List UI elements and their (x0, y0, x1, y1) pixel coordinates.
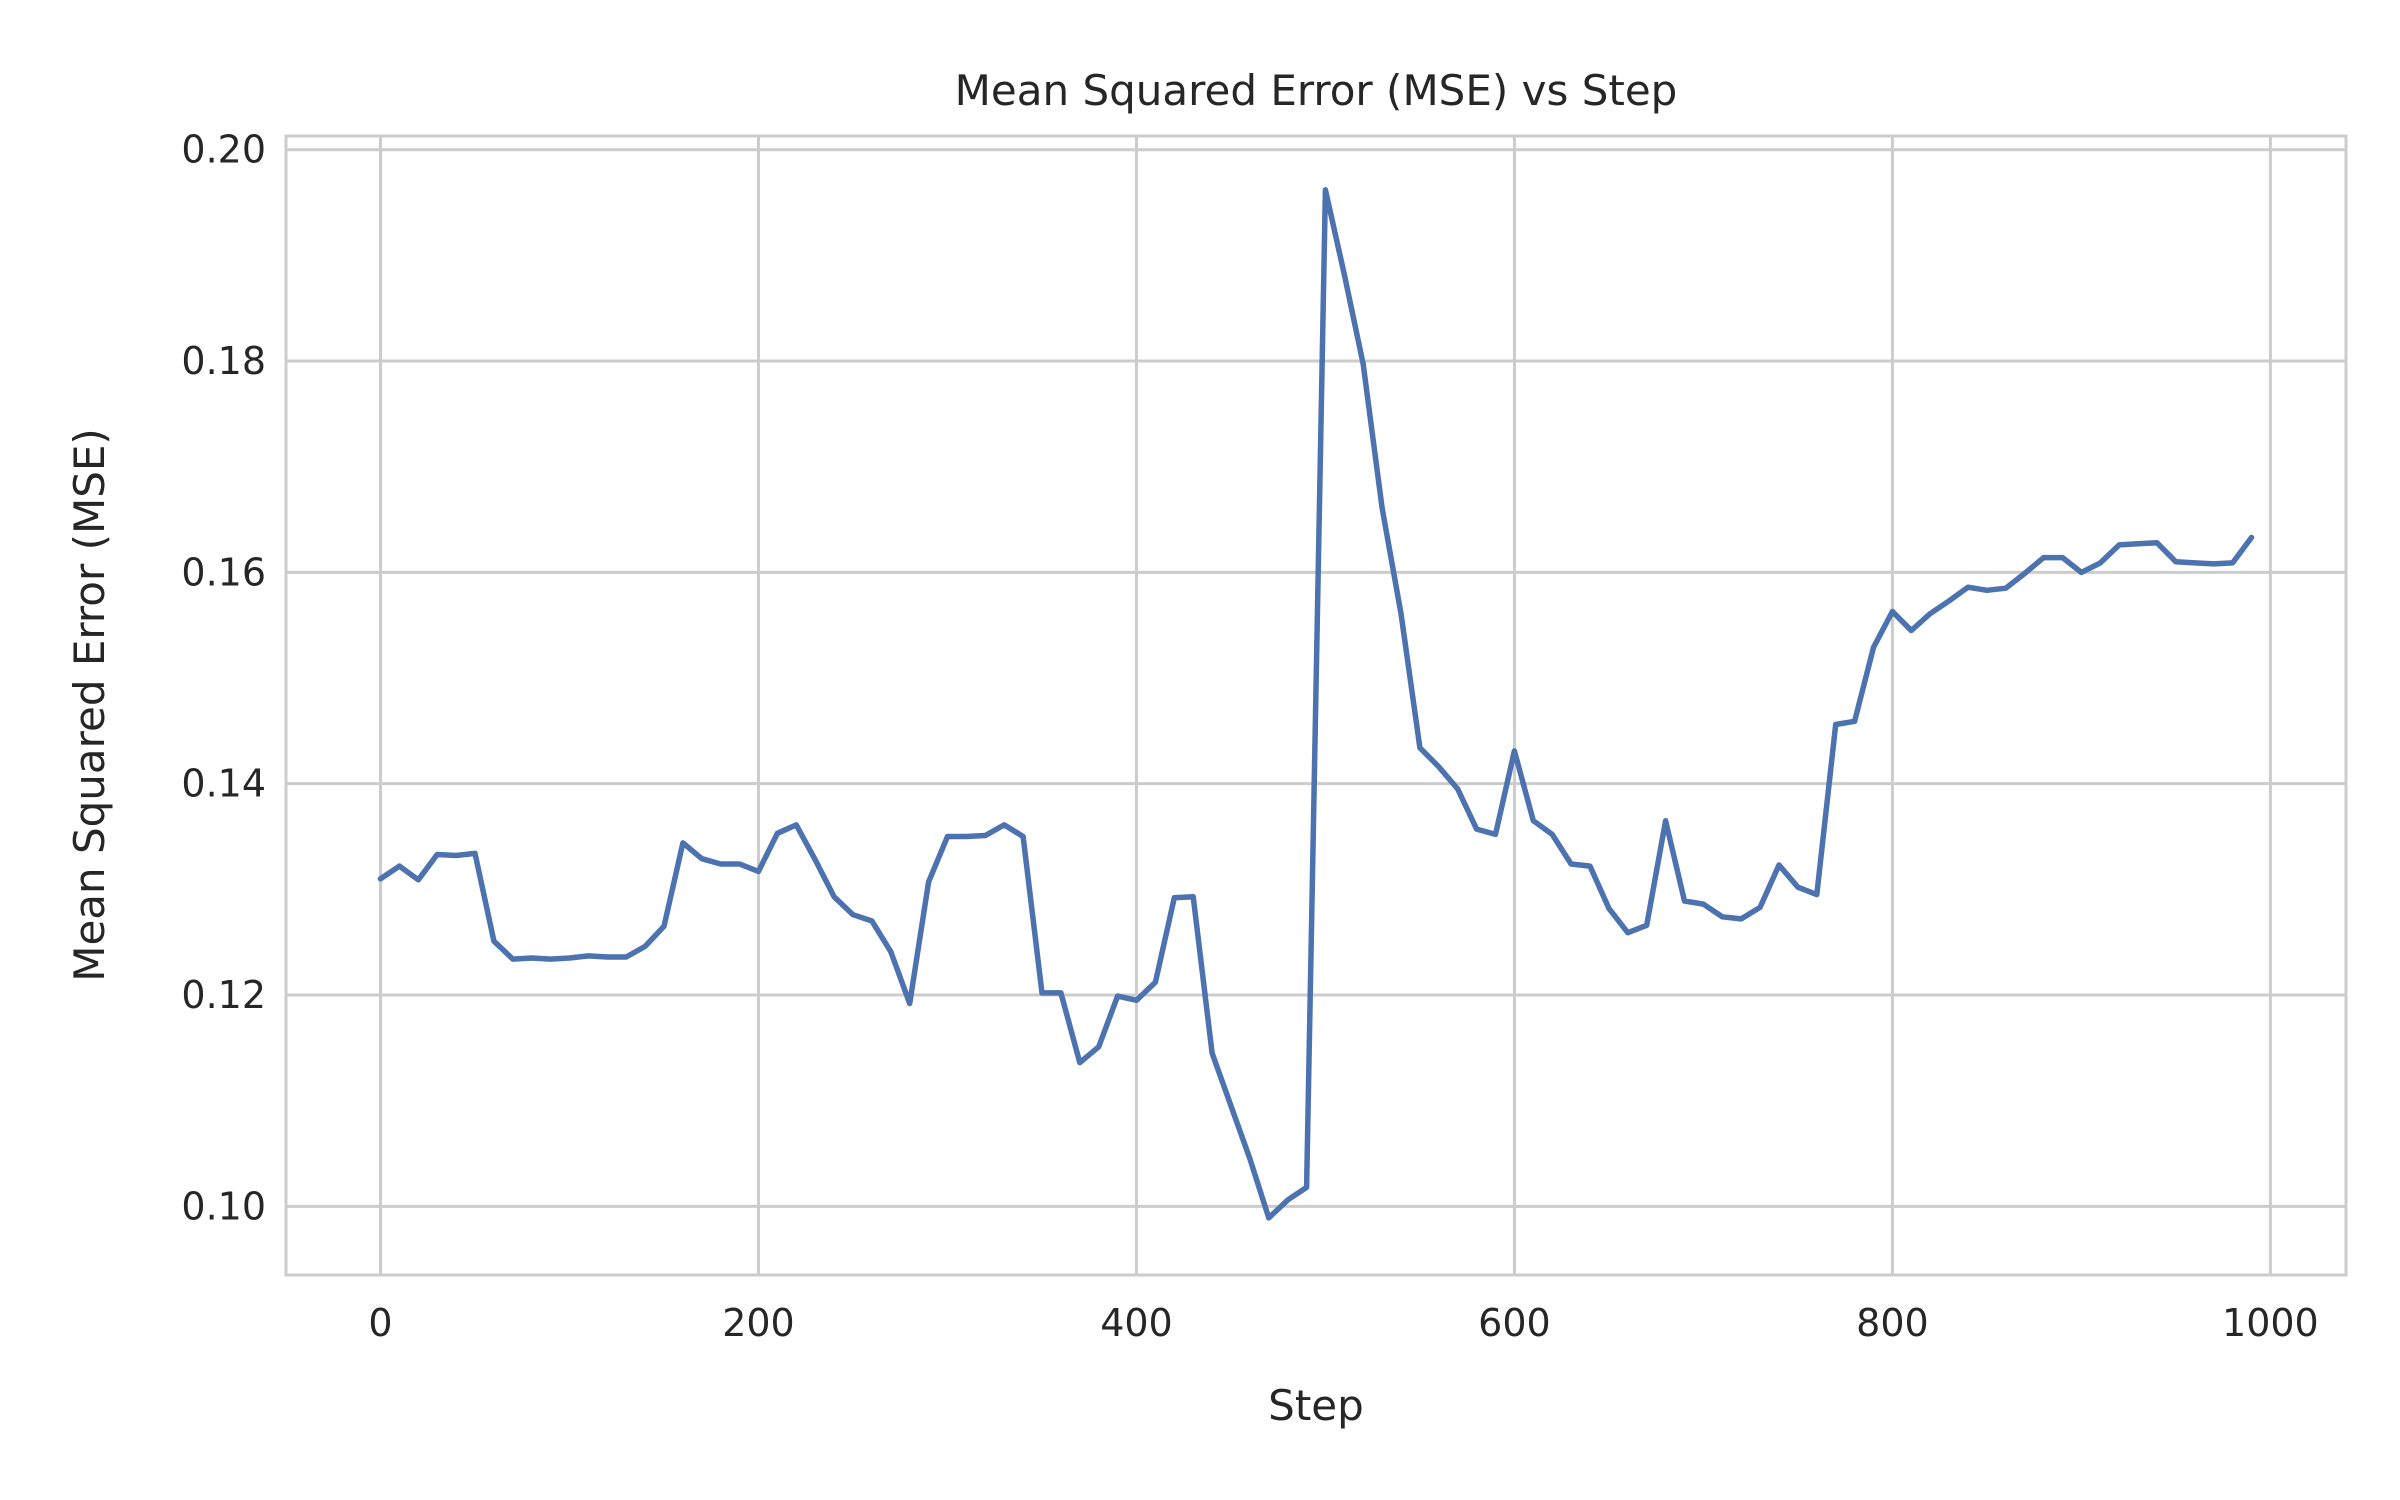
chart-title: Mean Squared Error (MSE) vs Step (955, 66, 1678, 115)
y-tick-labels: 0.10 0.12 0.14 0.16 0.18 0.20 (181, 128, 266, 1229)
y-tick-label: 0.10 (181, 1184, 266, 1228)
x-tick-label: 200 (722, 1301, 795, 1345)
mse-series-line (377, 187, 2255, 1221)
x-tick-label: 1000 (2222, 1301, 2319, 1345)
x-axis-label: Step (1268, 1381, 1364, 1430)
x-tick-label: 800 (1856, 1301, 1929, 1345)
y-tick-label: 0.16 (181, 550, 266, 594)
x-tick-label: 600 (1478, 1301, 1551, 1345)
y-tick-label: 0.20 (181, 128, 266, 172)
y-tick-label: 0.14 (181, 762, 266, 806)
x-tick-label: 400 (1100, 1301, 1173, 1345)
series-group (377, 187, 2255, 1221)
y-tick-label: 0.12 (181, 973, 266, 1017)
y-tick-label: 0.18 (181, 339, 266, 383)
y-axis-label: Mean Squared Error (MSE) (65, 428, 114, 982)
plot-frame (284, 134, 2348, 1277)
x-tick-labels: 0 200 400 600 800 1000 (368, 1301, 2318, 1345)
x-tick-label: 0 (368, 1301, 392, 1345)
